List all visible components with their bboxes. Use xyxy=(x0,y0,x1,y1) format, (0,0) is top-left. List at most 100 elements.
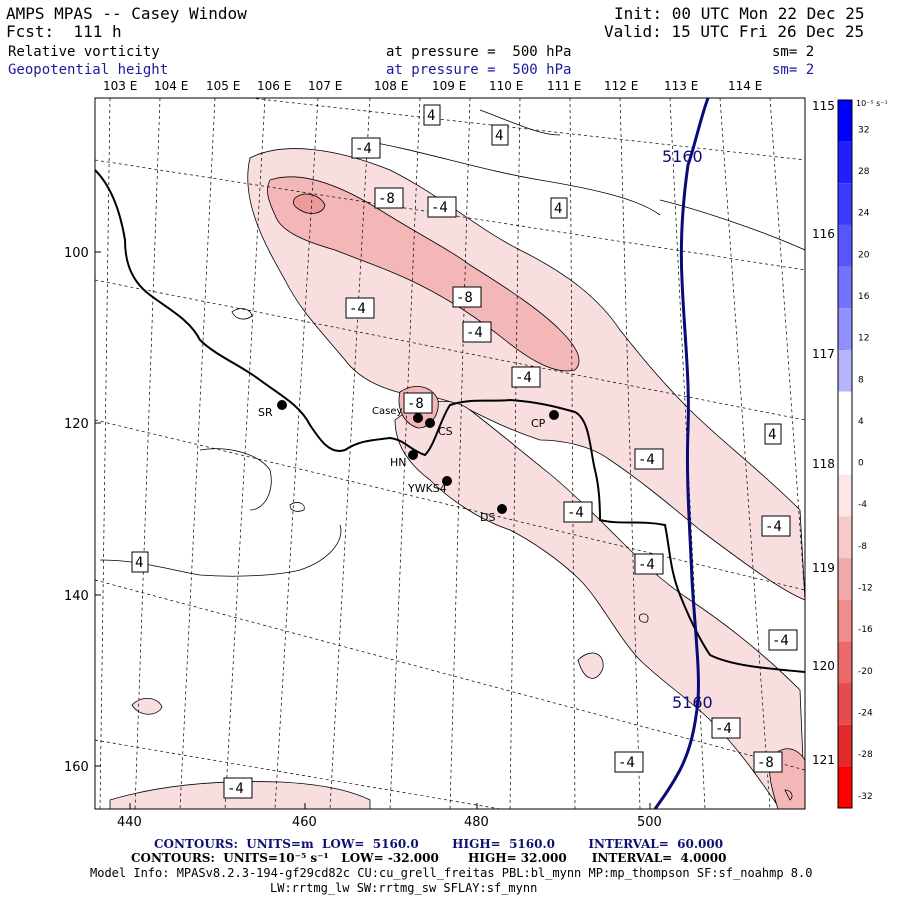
footer-model-info: Model Info: MPASv8.2.3-194-gf29cd82c CU:… xyxy=(90,866,813,880)
colorbar-swatch xyxy=(838,183,852,225)
colorbar-swatch xyxy=(838,266,852,309)
vort-label-1: 4 xyxy=(423,104,441,126)
footer-model-info-2: LW:rrtmg_lw SW:rrtmg_sw SFLAY:sf_mynn xyxy=(270,881,538,895)
svg-text:-8: -8 xyxy=(456,290,473,306)
svg-text:140: 140 xyxy=(64,589,89,604)
vort-label-19: -4 xyxy=(711,717,741,739)
colorbar-label: -8 xyxy=(858,542,867,552)
colorbar-label: 4 xyxy=(858,417,864,427)
vort-label-11: -8 xyxy=(403,392,433,414)
forecast-hour: Fcst: 111 h xyxy=(6,22,122,41)
svg-text:460: 460 xyxy=(292,815,317,830)
field2-smoothing: sm= 2 xyxy=(772,62,815,78)
svg-text:-4: -4 xyxy=(567,505,584,521)
vorticity-value-labels: 4 4 -4 -8 -4 4 -8 -4 -4 -4 -8 4 -4 -4 -4… xyxy=(131,104,798,799)
colorbar-label: 12 xyxy=(858,334,869,344)
colorbar-label: -20 xyxy=(858,667,873,677)
station-cp: CP xyxy=(531,410,559,430)
svg-text:100: 100 xyxy=(64,246,89,261)
svg-text:-4: -4 xyxy=(355,141,372,157)
vort-label-18: -4 xyxy=(768,629,798,651)
svg-text:500: 500 xyxy=(637,815,662,830)
model-title: AMPS MPAS -- Casey Window xyxy=(6,4,247,23)
svg-text:108 E: 108 E xyxy=(374,79,408,93)
colorbar-label: -16 xyxy=(858,625,873,635)
field1-level: at pressure = 500 hPa xyxy=(386,44,572,60)
svg-text:Casey: Casey xyxy=(372,406,402,417)
y-ticks xyxy=(95,251,651,809)
svg-text:103 E: 103 E xyxy=(103,79,137,93)
colorbar-swatch xyxy=(838,516,852,559)
svg-text:160: 160 xyxy=(64,760,89,775)
svg-text:113 E: 113 E xyxy=(664,79,698,93)
svg-text:4: 4 xyxy=(495,128,503,144)
colorbar-label: 28 xyxy=(858,167,870,177)
vort-label-10: -4 xyxy=(511,366,541,388)
svg-text:-4: -4 xyxy=(715,721,732,737)
colorbar-label: -28 xyxy=(858,750,873,760)
x-axis-labels: 440 460 480 500 xyxy=(117,815,662,830)
station-sr: SR xyxy=(258,400,287,419)
svg-text:CS: CS xyxy=(438,425,453,438)
svg-text:SR: SR xyxy=(258,406,273,419)
svg-text:110 E: 110 E xyxy=(489,79,523,93)
colorbar-label: -12 xyxy=(858,584,873,594)
svg-text:-8: -8 xyxy=(407,396,424,412)
svg-text:111 E: 111 E xyxy=(547,79,581,93)
svg-text:-4: -4 xyxy=(765,519,782,535)
svg-text:CP: CP xyxy=(531,417,546,430)
svg-text:114 E: 114 E xyxy=(728,79,762,93)
svg-text:DS: DS xyxy=(480,511,495,524)
top-lon-labels: 103 E 104 E 105 E 106 E 107 E 108 E 109 … xyxy=(103,79,762,93)
colorbar-swatch xyxy=(838,433,852,475)
footer-contours-height: CONTOURS: UNITS=m LOW= 5160.0 HIGH= 5160… xyxy=(154,837,724,851)
station-ds: DS xyxy=(480,504,507,524)
vort-label-15: -4 xyxy=(761,515,791,537)
svg-text:-8: -8 xyxy=(378,191,395,207)
svg-text:440: 440 xyxy=(117,815,142,830)
svg-text:480: 480 xyxy=(464,815,489,830)
vorticity-contours xyxy=(99,109,805,801)
station-casey: Casey xyxy=(372,406,423,423)
svg-text:4: 4 xyxy=(768,427,776,443)
vort-label-5: -4 xyxy=(427,196,457,218)
station-hn: HN xyxy=(390,450,418,469)
colorbar-label: -4 xyxy=(858,500,867,510)
vort-label-2: 4 xyxy=(491,124,509,146)
colorbar-swatch xyxy=(838,599,852,642)
coastline xyxy=(95,169,805,673)
svg-text:-4: -4 xyxy=(349,301,366,317)
colorbar-swatch xyxy=(838,766,852,808)
field2-level: at pressure = 500 hPa xyxy=(386,62,572,78)
svg-text:112 E: 112 E xyxy=(604,79,638,93)
stations: SR Casey CS CP HN YWKS4 DS xyxy=(258,400,559,524)
svg-text:-8: -8 xyxy=(757,755,774,771)
station-ywks4: YWKS4 xyxy=(407,476,452,495)
colorbar-swatch xyxy=(838,349,852,392)
svg-text:105 E: 105 E xyxy=(206,79,240,93)
colorbar-unit: 10⁻⁵ s⁻¹ xyxy=(856,99,888,108)
colorbar-label: 8 xyxy=(858,375,864,385)
svg-text:107 E: 107 E xyxy=(308,79,342,93)
svg-text:4: 4 xyxy=(554,201,562,217)
svg-text:-4: -4 xyxy=(431,200,448,216)
colorbar-label: 16 xyxy=(858,292,870,302)
vort-label-20: -4 xyxy=(614,751,644,773)
vort-label-17: -4 xyxy=(634,553,664,575)
colorbar-swatch xyxy=(838,224,852,267)
colorbar-swatch xyxy=(838,391,852,434)
svg-text:120: 120 xyxy=(64,417,89,432)
colorbar-swatch xyxy=(838,724,852,767)
svg-text:104 E: 104 E xyxy=(154,79,188,93)
colorbar-label: 0 xyxy=(858,459,864,469)
svg-text:4: 4 xyxy=(135,555,143,571)
svg-text:109 E: 109 E xyxy=(432,79,466,93)
colorbar-swatch xyxy=(838,683,852,725)
vorticity-fill-mid xyxy=(267,176,580,372)
init-time: Init: 00 UTC Mon 22 Dec 25 xyxy=(614,4,865,23)
station-cs: CS xyxy=(425,418,453,438)
colorbar-swatch xyxy=(838,474,852,517)
vort-label-13: -4 xyxy=(634,448,664,470)
vort-label-14: -4 xyxy=(563,501,593,523)
field1-smoothing: sm= 2 xyxy=(772,44,815,60)
